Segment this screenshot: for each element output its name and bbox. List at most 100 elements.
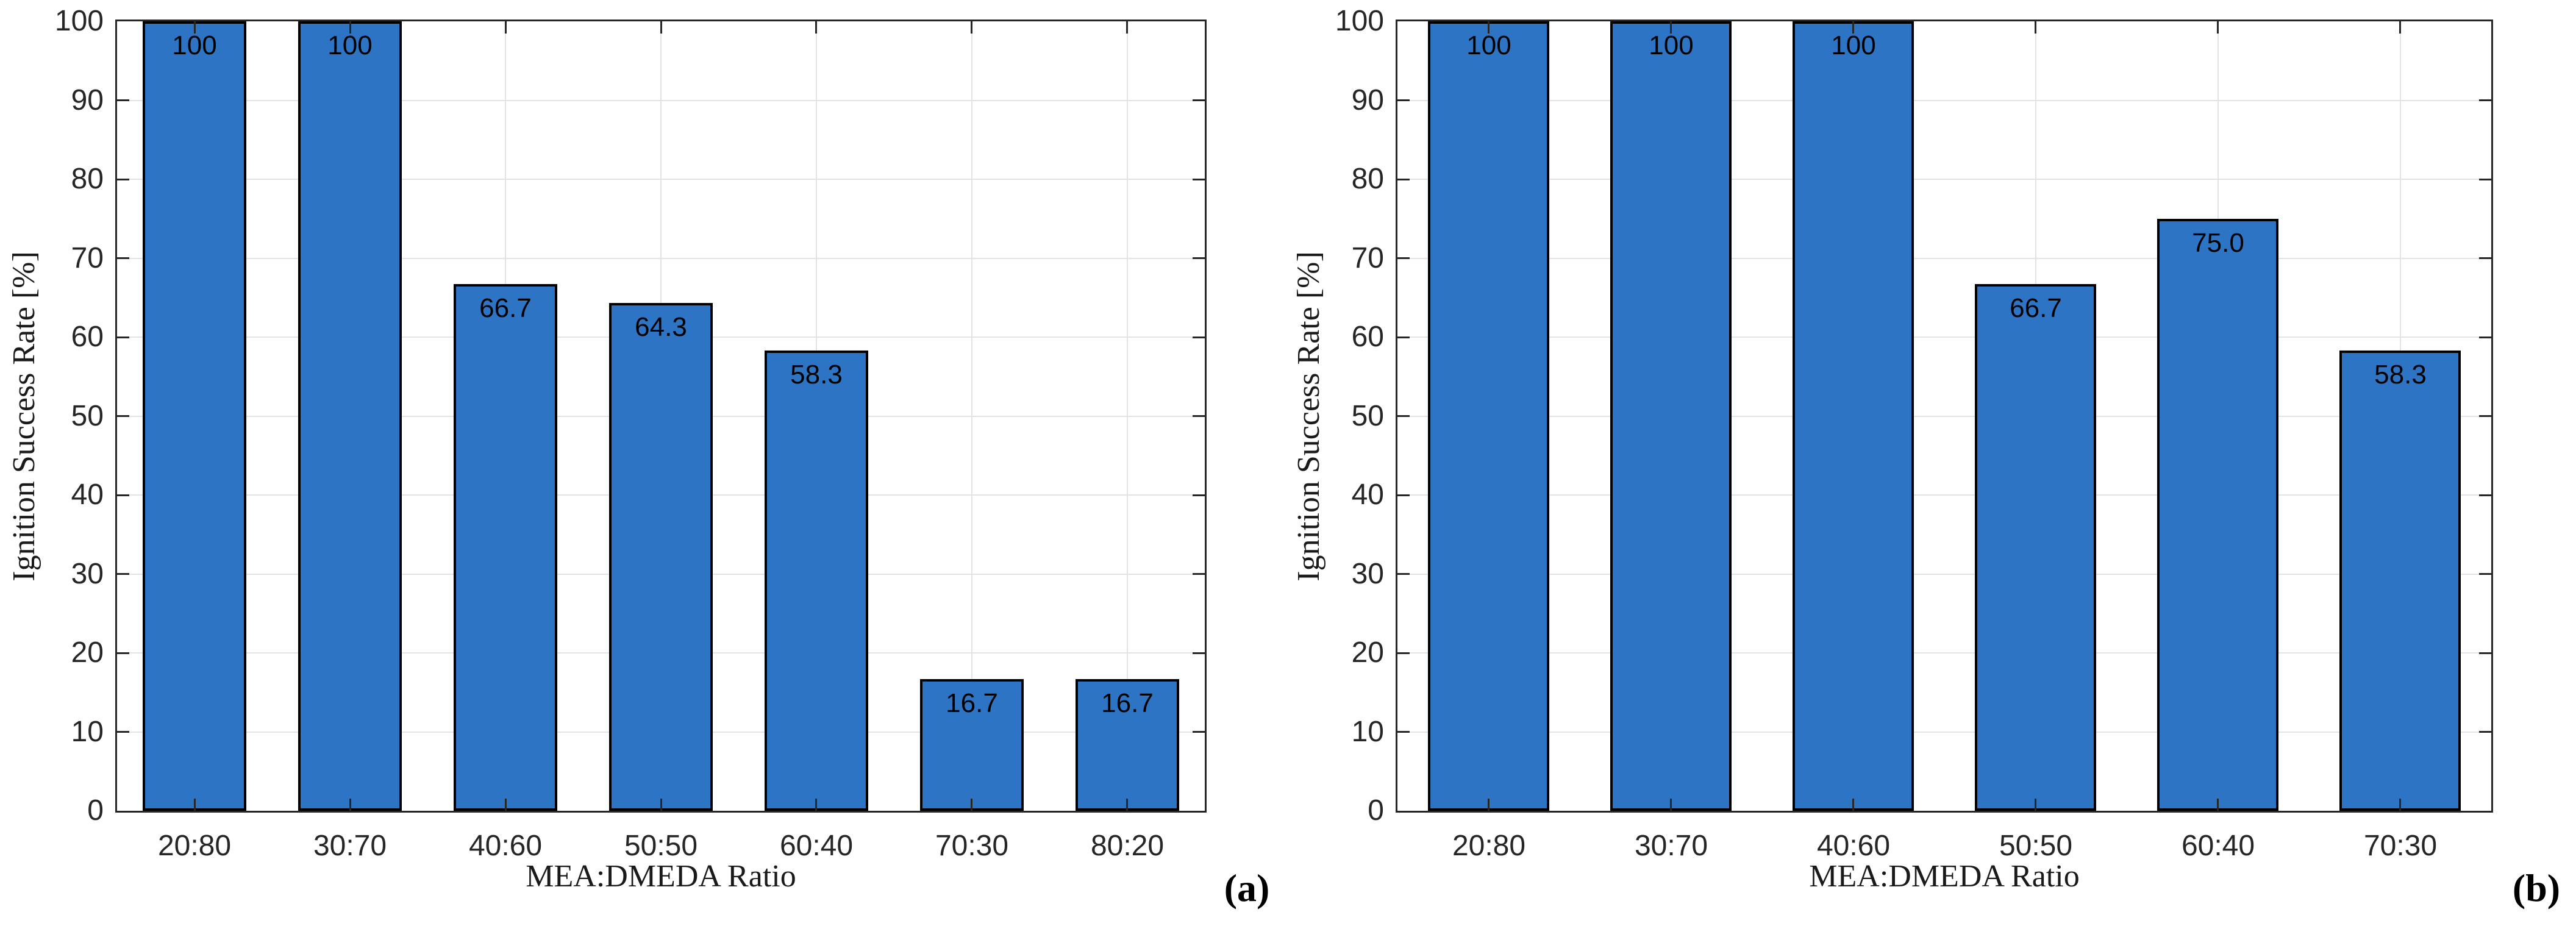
x-tick-mark [1670,21,1672,34]
y-tick-mark [1397,652,1410,654]
x-tick-label: 50:50 [624,830,698,862]
y-tick-label: 70 [71,241,104,274]
bar-value-label: 75.0 [2192,228,2244,258]
y-tick-mark [117,652,129,654]
y-tick-label: 0 [87,794,104,827]
x-tick-mark [2217,799,2219,811]
x-tick-label: 60:40 [779,830,854,862]
y-tick-mark [2479,731,2491,733]
h-gridline [1397,573,2491,575]
x-tick-mark [193,21,196,34]
bar-value-label: 100 [1466,30,1511,60]
y-tick-mark [1397,336,1410,338]
x-tick-mark [2399,799,2401,811]
y-tick-mark [1397,178,1410,180]
y-tick-mark [1397,99,1410,101]
x-tick-mark [1488,21,1490,34]
x-tick-label: 40:60 [1816,830,1891,862]
y-tick-label: 50 [71,399,104,432]
y-tick-mark [1397,415,1410,417]
bar [765,351,868,811]
bar-value-label: 66.7 [2010,293,2062,323]
y-tick-mark [1397,731,1410,733]
x-tick-mark [971,21,973,34]
x-axis-label: MEA:DMEDA Ratio [526,859,796,894]
x-tick-mark [349,799,351,811]
x-tick-label: 50:50 [1999,830,2073,862]
x-tick-label: 30:70 [313,830,387,862]
x-tick-mark [815,799,818,811]
x-tick-mark [815,21,818,34]
bar [2339,351,2461,811]
x-tick-label: 20:80 [1452,830,1526,862]
y-tick-label: 90 [1351,84,1384,116]
y-tick-label: 80 [71,163,104,195]
bar-value-label: 58.3 [2374,360,2427,390]
x-tick-mark [504,21,507,34]
bar-value-label: 58.3 [790,360,843,390]
y-tick-mark [2479,99,2491,101]
bar-value-label: 16.7 [1101,688,1154,718]
h-gridline [117,99,1205,101]
x-tick-label: 20:80 [157,830,232,862]
plot-area: 100 100 66.7 64.3 58.3 16.7 16.7 [115,20,1207,813]
y-tick-mark [117,99,129,101]
y-tick-mark [1193,415,1205,417]
x-tick-mark [1852,21,1854,34]
y-tick-mark [117,415,129,417]
bar [1076,679,1179,811]
h-gridline [117,257,1205,259]
y-tick-mark [2479,415,2491,417]
y-tick-label: 50 [1351,399,1384,432]
y-tick-label: 60 [1351,321,1384,353]
h-gridline [1397,337,2491,338]
panel-letter-b: (b) [2512,866,2561,910]
y-tick-label: 40 [71,479,104,511]
bar-value-label: 100 [1649,30,1694,60]
y-tick-mark [2479,652,2491,654]
y-tick-label: 0 [1368,794,1384,827]
y-tick-mark [2479,178,2491,180]
bar [1610,21,1732,811]
x-tick-mark [349,21,351,34]
bar-value-label: 66.7 [479,293,532,323]
y-tick-label: 80 [1351,163,1384,195]
y-tick-label: 90 [71,84,104,116]
y-tick-mark [2479,494,2491,496]
x-tick-label: 30:70 [1634,830,1708,862]
x-tick-mark [1670,799,1672,811]
y-tick-mark [117,257,129,259]
x-tick-mark [2399,21,2401,34]
bar-value-label: 16.7 [946,688,998,718]
h-gridline [1397,257,2491,259]
bar [298,21,402,811]
y-tick-label: 10 [1351,715,1384,748]
y-tick-label: 10 [71,715,104,748]
y-tick-mark [1397,494,1410,496]
y-tick-mark [117,178,129,180]
h-gridline [1397,731,2491,733]
y-tick-mark [117,731,129,733]
x-tick-mark [2035,799,2036,811]
y-tick-mark [1193,336,1205,338]
bar-value-label: 64.3 [635,312,687,342]
bar [1793,21,1914,811]
y-tick-label: 30 [1351,557,1384,590]
y-tick-label: 30 [71,557,104,590]
x-tick-mark [2035,21,2036,34]
bar [920,679,1024,811]
y-tick-mark [1397,573,1410,575]
x-tick-label: 80:20 [1090,830,1165,862]
y-tick-mark [1193,573,1205,575]
y-tick-mark [1397,257,1410,259]
x-tick-mark [504,799,507,811]
y-tick-label: 100 [1335,5,1384,37]
y-tick-mark [1193,652,1205,654]
y-tick-label: 100 [54,5,104,37]
x-tick-mark [1126,21,1129,34]
x-tick-label: 70:30 [2363,830,2438,862]
bar [2157,219,2278,811]
y-tick-mark [117,573,129,575]
y-tick-mark [1193,731,1205,733]
